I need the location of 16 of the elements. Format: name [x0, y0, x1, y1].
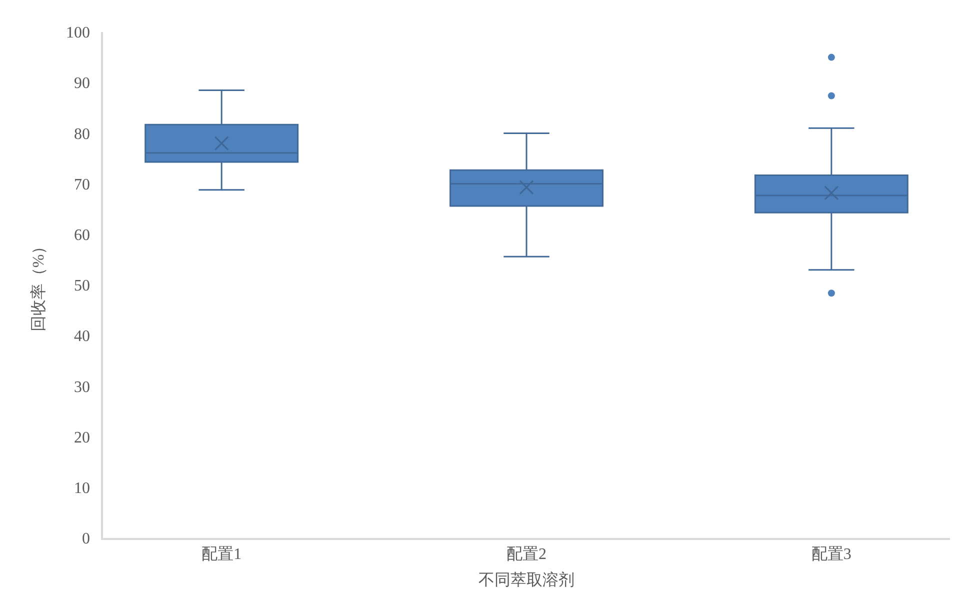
- y-axis-title: 回收率（%）: [29, 238, 48, 332]
- y-tick-label: 20: [74, 429, 90, 446]
- x-tick-label: 配置3: [811, 546, 852, 563]
- x-axis-title: 不同萃取溶剂: [478, 571, 574, 590]
- y-tick-label: 30: [74, 378, 90, 396]
- x-tick-label: 配置2: [506, 546, 546, 563]
- y-tick-label: 90: [74, 75, 90, 92]
- y-tick-label: 70: [74, 176, 90, 194]
- y-tick-label: 100: [66, 24, 90, 42]
- x-tick-label: 配置1: [202, 546, 242, 563]
- y-tick-label: 10: [74, 480, 90, 497]
- y-tick-label: 40: [74, 328, 90, 346]
- y-tick-label: 60: [74, 227, 90, 244]
- y-tick-label: 0: [82, 530, 90, 548]
- y-tick-label: 50: [74, 278, 90, 295]
- y-tick-label: 80: [74, 126, 90, 143]
